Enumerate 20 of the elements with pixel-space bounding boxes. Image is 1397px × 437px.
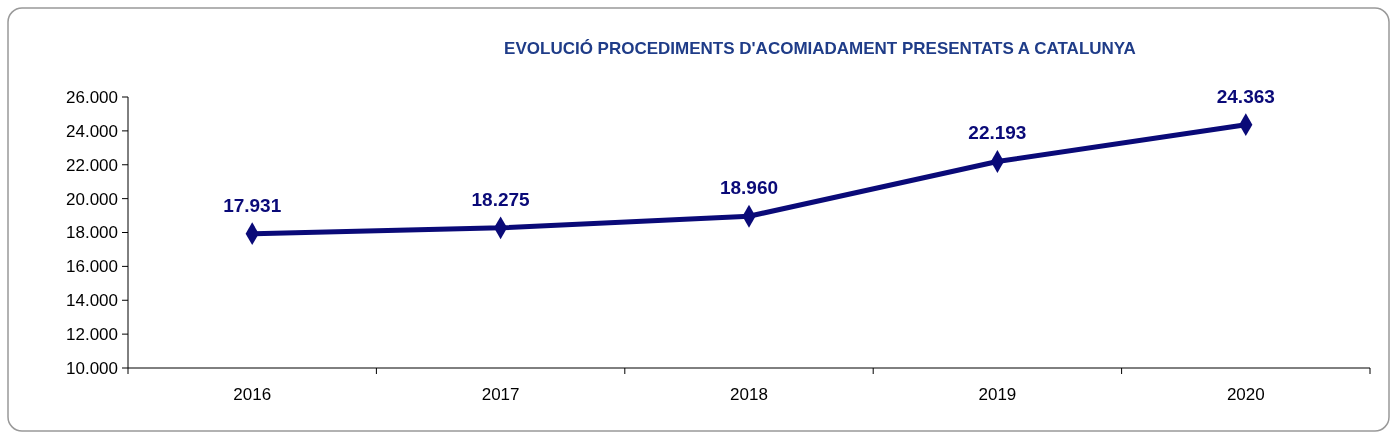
x-tick-label: 2016 (233, 385, 272, 404)
data-label: 22.193 (968, 122, 1027, 144)
chart-title: EVOLUCIÓ PROCEDIMENTS D'ACOMIADAMENT PRESENTATS A CATALUNYA (504, 39, 1136, 58)
data-label: 17.931 (223, 194, 282, 216)
x-tick-label: 2020 (1226, 385, 1265, 404)
y-tick-label: 24.000 (66, 121, 118, 141)
x-tick-label: 2018 (730, 385, 768, 404)
data-label: 18.960 (719, 177, 779, 199)
y-tick-label: 20.000 (66, 189, 118, 209)
y-tick-label: 14.000 (66, 291, 118, 311)
y-tick-label: 16.000 (66, 257, 118, 277)
data-label: 24.363 (1216, 85, 1275, 107)
data-label: 18.275 (471, 188, 531, 210)
y-tick-label: 26.000 (66, 87, 118, 107)
y-tick-label: 22.000 (66, 155, 118, 175)
x-tick-label: 2017 (481, 385, 520, 404)
x-tick-label: 2019 (978, 385, 1017, 404)
y-tick-label: 10.000 (66, 358, 118, 378)
y-tick-label: 18.000 (66, 223, 118, 243)
y-tick-label: 12.000 (66, 325, 118, 345)
